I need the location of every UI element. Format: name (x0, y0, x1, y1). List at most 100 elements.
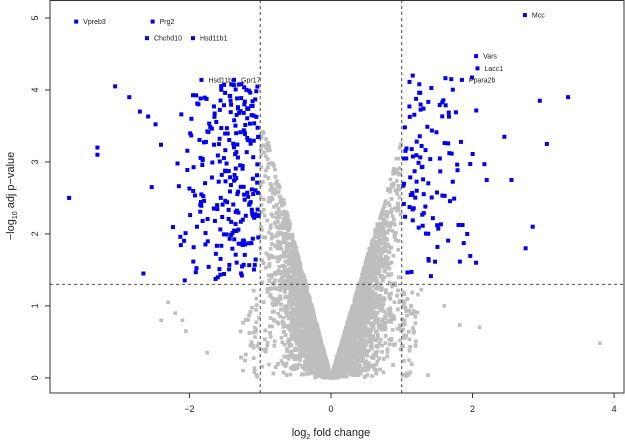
grey-point (395, 179, 399, 183)
grey-point (271, 303, 276, 308)
grey-point (287, 344, 292, 348)
grey-point (400, 292, 405, 297)
grey-point (273, 181, 278, 186)
grey-point (398, 221, 403, 226)
grey-point (395, 326, 400, 331)
grey-point (383, 249, 388, 253)
grey-point (394, 156, 399, 161)
grey-point (372, 305, 376, 310)
grey-point (393, 171, 398, 175)
grey-point (281, 233, 286, 238)
grey-point (404, 371, 409, 376)
grey-point (377, 325, 381, 330)
grey-point (264, 137, 268, 141)
grey-point (253, 335, 257, 339)
grey-point (377, 322, 381, 326)
grey-point (254, 296, 258, 301)
grey-point (362, 347, 366, 351)
grey-point (267, 256, 272, 261)
grey-point (261, 235, 265, 239)
grey-point (276, 226, 281, 231)
grey-point (291, 327, 295, 332)
grey-point (273, 278, 278, 283)
grey-point (288, 372, 293, 377)
grey-point (259, 165, 264, 169)
grey-point (292, 335, 297, 339)
grey-point (267, 230, 271, 235)
grey-point (373, 243, 378, 248)
grey-point (409, 304, 413, 309)
grey-point (390, 221, 395, 226)
grey-point (262, 207, 266, 212)
grey-point (397, 146, 402, 150)
grey-point (290, 236, 295, 241)
grey-point (287, 323, 292, 328)
grey-point (282, 254, 287, 259)
grey-point (279, 198, 284, 202)
grey-point (268, 188, 273, 193)
grey-point (380, 350, 384, 354)
grey-point (251, 343, 256, 348)
grey-point (265, 343, 270, 348)
grey-point (390, 284, 394, 289)
grey-point (383, 327, 388, 332)
grey-point (246, 318, 251, 322)
grey-point (370, 374, 374, 378)
grey-point (283, 215, 287, 219)
grey-point (363, 327, 367, 332)
grey-point (408, 370, 413, 375)
grey-point (398, 338, 402, 343)
grey-point (291, 248, 296, 253)
grey-point (378, 250, 383, 255)
grey-point (369, 341, 374, 345)
grey-point (384, 288, 388, 292)
grey-point (389, 210, 393, 215)
grey-point (426, 373, 430, 378)
grey-point (393, 281, 397, 286)
grey-point (293, 332, 298, 337)
grey-point (419, 287, 424, 292)
grey-point (395, 191, 399, 196)
grey-point (254, 308, 258, 312)
grey-point (284, 373, 289, 377)
non-significant-points (159, 129, 602, 380)
grey-point (269, 212, 274, 216)
grey-point (390, 228, 395, 233)
grey-point (416, 292, 420, 297)
grey-point (380, 343, 384, 348)
grey-point (381, 370, 386, 375)
grey-point (373, 291, 378, 296)
grey-point (282, 271, 287, 275)
grey-point (367, 348, 371, 353)
grey-point (293, 293, 298, 297)
grey-point (257, 315, 261, 320)
grey-point (264, 154, 268, 159)
grey-point (252, 366, 257, 371)
grey-point (390, 328, 395, 332)
grey-point (386, 228, 391, 233)
grey-point (374, 338, 379, 343)
grey-point (365, 373, 370, 377)
grey-point (272, 339, 277, 344)
grey-point (402, 299, 406, 303)
grey-point (295, 327, 300, 332)
grey-point (393, 238, 398, 242)
grey-point (256, 341, 261, 346)
grey-point (362, 325, 367, 330)
grey-point (344, 374, 349, 379)
grey-point (397, 166, 402, 170)
grey-point (377, 267, 382, 271)
grey-point (270, 214, 275, 218)
grey-point (387, 280, 392, 285)
grey-point (371, 284, 375, 288)
grey-point (363, 341, 368, 345)
grey-point (354, 370, 358, 374)
grey-point (262, 347, 266, 352)
grey-point (370, 346, 374, 351)
grey-point (241, 368, 245, 373)
grey-point (267, 362, 271, 367)
grey-point (382, 257, 387, 262)
grey-point (387, 203, 392, 208)
grey-point (378, 308, 382, 313)
